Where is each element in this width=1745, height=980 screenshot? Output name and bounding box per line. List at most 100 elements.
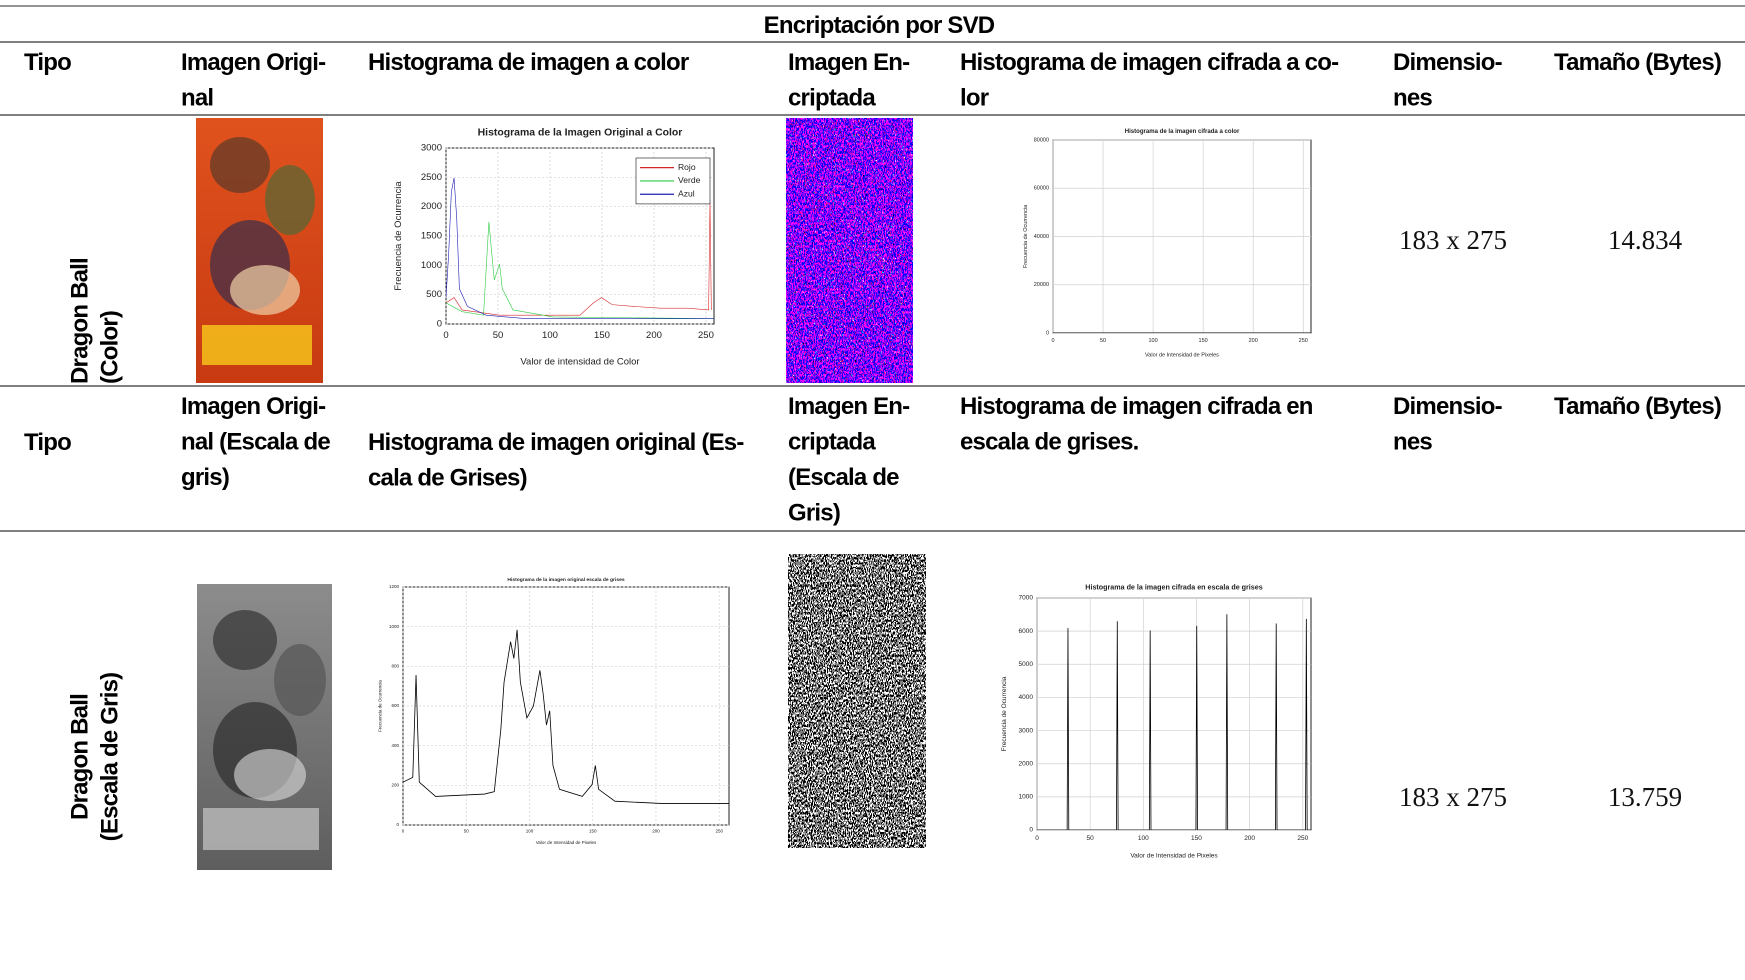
x-tick-label: 250	[715, 829, 723, 834]
row-label: (Color)	[96, 311, 123, 384]
histogram: 0 1000 2000 3000 4000 5000 6000 7000 0 50 100 150 20…	[1001, 583, 1312, 860]
y-tick-label: 0	[396, 822, 399, 827]
histogram-image	[403, 630, 729, 804]
header-cell: Imagen Origi-	[181, 49, 326, 76]
histogram-image	[446, 178, 714, 319]
figure	[213, 610, 277, 670]
x-tick-label: 150	[589, 829, 597, 834]
y-axis-label: Frecuencia de Ocurrencia	[1001, 676, 1008, 751]
header-cell: Histograma de imagen cifrada en	[960, 393, 1313, 420]
y-tick-label: 2000	[421, 201, 442, 212]
logo	[202, 325, 312, 365]
x-tick-label: 150	[1191, 835, 1202, 842]
y-tick-label: 3000	[1019, 727, 1034, 734]
y-axis-label: Frecuencia de Ocurrencia	[1023, 204, 1029, 268]
y-tick-label: 3000	[421, 143, 442, 154]
figure	[274, 644, 326, 716]
x-tick-label: 250	[698, 330, 714, 341]
header-cell: criptada	[788, 85, 876, 112]
x-axis-label: Valor de Intensidad de Pixeles	[1130, 853, 1218, 860]
encrypted-image	[786, 118, 913, 383]
curve-red	[446, 201, 711, 315]
header-cell: Histograma de imagen cifrada a co-	[960, 49, 1339, 76]
x-tick-label: 150	[1199, 338, 1208, 344]
x-tick-label: 100	[526, 829, 534, 834]
header-cell: escala de grises.	[960, 429, 1139, 456]
curve	[403, 630, 729, 804]
row-label: Dragon Ball	[66, 694, 93, 820]
header-cell: lor	[960, 85, 989, 112]
y-tick-label: 200	[391, 783, 399, 788]
x-tick-label: 200	[1244, 835, 1255, 842]
y-tick-label: 500	[426, 289, 442, 300]
y-tick-label: 2500	[421, 172, 442, 183]
histogram: 0 200 400 600 800 1000 1200 0 50 100 150 200 250 Hist…	[378, 577, 730, 845]
legend-label: Rojo	[678, 162, 696, 172]
header-cell: Tamaño (Bytes)	[1554, 49, 1721, 76]
original-image-gray	[197, 584, 332, 870]
y-tick-label: 1000	[421, 260, 442, 271]
plot-area	[402, 586, 730, 826]
curve	[1037, 614, 1311, 830]
header-cell: Tipo	[24, 429, 71, 456]
x-tick-label: 0	[1035, 835, 1039, 842]
legend: Rojo Verde Azul	[635, 157, 711, 205]
header-cell: Dimensio-	[1393, 393, 1503, 420]
header-cell: Histograma de imagen original (Es-	[368, 429, 744, 456]
y-tick-label: 0	[1046, 330, 1049, 336]
logo	[203, 808, 319, 850]
x-tick-label: 50	[1100, 338, 1106, 344]
x-axis-label: Valor de intensidad de Color	[520, 357, 639, 368]
curve-green	[446, 222, 714, 319]
header-cell: Tipo	[24, 49, 71, 76]
y-axis-label: Frecuencia de Ocurrencia	[393, 181, 404, 291]
size: 13.759	[1608, 782, 1682, 812]
header-cell: Dimensio-	[1393, 49, 1503, 76]
chart-title: Histograma de la Imagen Original a Color	[478, 128, 683, 139]
x-tick-label: 50	[1087, 835, 1095, 842]
header-cell: criptada	[788, 429, 876, 456]
header-cell: Imagen En-	[788, 49, 910, 76]
figure	[234, 749, 306, 801]
x-tick-label: 0	[402, 829, 405, 834]
row-label: Dragon Ball	[66, 258, 93, 384]
chart-title: Histograma de la imagen cifrada a color	[1125, 129, 1240, 135]
y-tick-label: 2000	[1019, 760, 1034, 767]
x-axis-label: Valor de Intensidad de Pixeles	[536, 840, 597, 845]
chart-title: Histograma de la imagen cifrada en escal…	[1085, 583, 1262, 591]
x-tick-label: 0	[443, 330, 448, 341]
header-cell: Imagen En-	[788, 393, 910, 420]
header-cell: nes	[1393, 85, 1432, 112]
y-tick-label: 800	[391, 664, 399, 669]
y-tick-label: 0	[1029, 827, 1033, 834]
y-tick-label: 600	[391, 703, 399, 708]
y-tick-label: 7000	[1019, 595, 1034, 602]
header-cell: gris)	[181, 464, 229, 491]
y-tick-label: 5000	[1019, 661, 1034, 668]
header-cell: cala de Grises)	[368, 465, 527, 492]
header-cell: nal	[181, 85, 213, 112]
legend-label: Azul	[678, 189, 695, 199]
header-cell: Histograma de imagen a color	[368, 49, 689, 76]
chart-title: Histograma de la imagen original escala …	[507, 577, 624, 583]
x-tick-label: 50	[464, 829, 470, 834]
table-title: Encriptación por SVD	[764, 12, 995, 39]
y-axis-label: Frecuencia de Ocurrencia	[378, 680, 383, 732]
x-tick-label: 200	[646, 330, 662, 341]
x-tick-label: 250	[1297, 835, 1308, 842]
y-tick-label: 1500	[421, 231, 442, 242]
y-tick-label: 4000	[1019, 694, 1034, 701]
header-cell: (Escala de	[788, 464, 899, 491]
histogram: 0 20000 40000 60000 80000 0 50 100 150 200 250 Hist…	[1023, 129, 1312, 358]
header-cell: nes	[1393, 429, 1432, 456]
x-tick-label: 100	[1138, 835, 1149, 842]
figure	[230, 265, 300, 315]
y-tick-label: 400	[391, 743, 399, 748]
x-tick-label: 250	[1299, 338, 1308, 344]
original-image	[196, 118, 323, 383]
x-tick-label: 0	[1051, 338, 1054, 344]
dimensions: 183 x 275	[1399, 225, 1507, 255]
figure	[265, 165, 315, 235]
legend-label: Verde	[678, 175, 701, 185]
